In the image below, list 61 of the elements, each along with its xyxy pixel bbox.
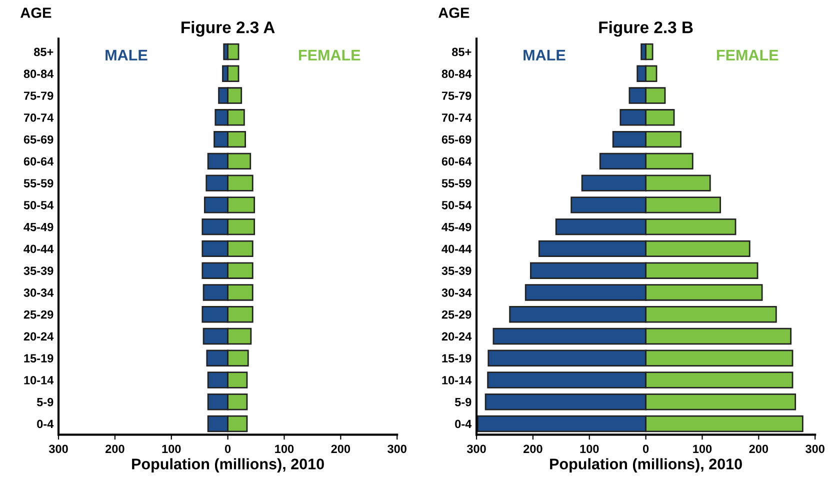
x-tick-label: 100 (693, 444, 712, 454)
y-tick-label: 30-34 (24, 288, 54, 297)
text: FEMALE (299, 50, 360, 60)
y-tick-label: 85+ (452, 48, 472, 56)
y-tick-label: 75-79 (442, 92, 472, 100)
x-tick-label: 200 (331, 444, 350, 454)
x-tick-label: 100 (162, 444, 181, 454)
y-tick-label: 70-74 (24, 113, 54, 122)
y-tick-label: 55-59 (442, 179, 472, 188)
x-tick-label: 0 (642, 444, 649, 454)
x-tick-label: 200 (749, 444, 768, 454)
y-tick-label: 60-64 (24, 157, 54, 166)
chart-title: Figure 2.3 B (599, 21, 693, 37)
x-tick-label: 100 (580, 444, 599, 454)
x-tick-label: 200 (106, 444, 124, 454)
y-tick-label: 20-24 (442, 332, 472, 341)
text: MALE (106, 50, 148, 60)
x-axis-title: Population (millions), 2010 (550, 458, 742, 472)
text: FEMALE (717, 50, 778, 60)
y-tick-label: 40-44 (24, 244, 54, 254)
y-tick-label: 35-39 (24, 266, 54, 275)
y-axis-title: AGE (20, 8, 52, 18)
bar (227, 43, 240, 60)
y-tick-label: 70-74 (442, 113, 472, 122)
x-tick-label: 300 (806, 444, 824, 454)
y-tick-label: 45-49 (24, 222, 54, 232)
y-tick-label: 50-54 (24, 200, 54, 210)
x-tick-label: 300 (388, 444, 406, 454)
y-tick-label: 80-84 (442, 70, 472, 78)
y-tick-label: 20-24 (24, 332, 54, 341)
x-tick-label: 200 (524, 444, 542, 454)
y-tick-label: 30-34 (442, 288, 472, 297)
y-tick-label: 0-4 (455, 420, 472, 428)
x-tick-label: 0 (224, 444, 231, 454)
y-tick-label: 25-29 (442, 310, 472, 319)
y-tick-label: 25-29 (24, 310, 54, 319)
chart-title: Figure 2.3 A (182, 21, 275, 37)
y-tick-label: 15-19 (24, 354, 54, 363)
x-tick-label: 300 (466, 444, 486, 454)
y-tick-label: 10-14 (442, 376, 472, 384)
y-tick-label: 60-64 (442, 157, 472, 166)
y-tick-label: 40-44 (442, 244, 472, 254)
y-tick-label: 50-54 (442, 200, 472, 210)
y-tick-label: 75-79 (24, 92, 54, 100)
y-tick-label: 55-59 (24, 179, 54, 188)
y-tick-label: 5-9 (36, 398, 54, 406)
y-tick-label: 65-69 (442, 135, 472, 144)
y-tick-label: 35-39 (442, 266, 472, 275)
y-tick-label: 5-9 (454, 398, 472, 406)
y-tick-label: 15-19 (442, 354, 472, 363)
text: MALE (524, 50, 566, 60)
y-tick-label: 45-49 (442, 222, 472, 232)
x-tick-label: 300 (48, 444, 68, 454)
y-axis-title: AGE (438, 8, 470, 18)
y-tick-label: 65-69 (24, 135, 54, 144)
x-tick-label: 100 (275, 444, 294, 454)
y-tick-label: 10-14 (24, 376, 54, 384)
x-axis-title: Population (millions), 2010 (132, 458, 324, 472)
y-tick-label: 85+ (34, 48, 54, 56)
y-tick-label: 0-4 (37, 420, 54, 428)
y-tick-label: 80-84 (24, 70, 54, 78)
